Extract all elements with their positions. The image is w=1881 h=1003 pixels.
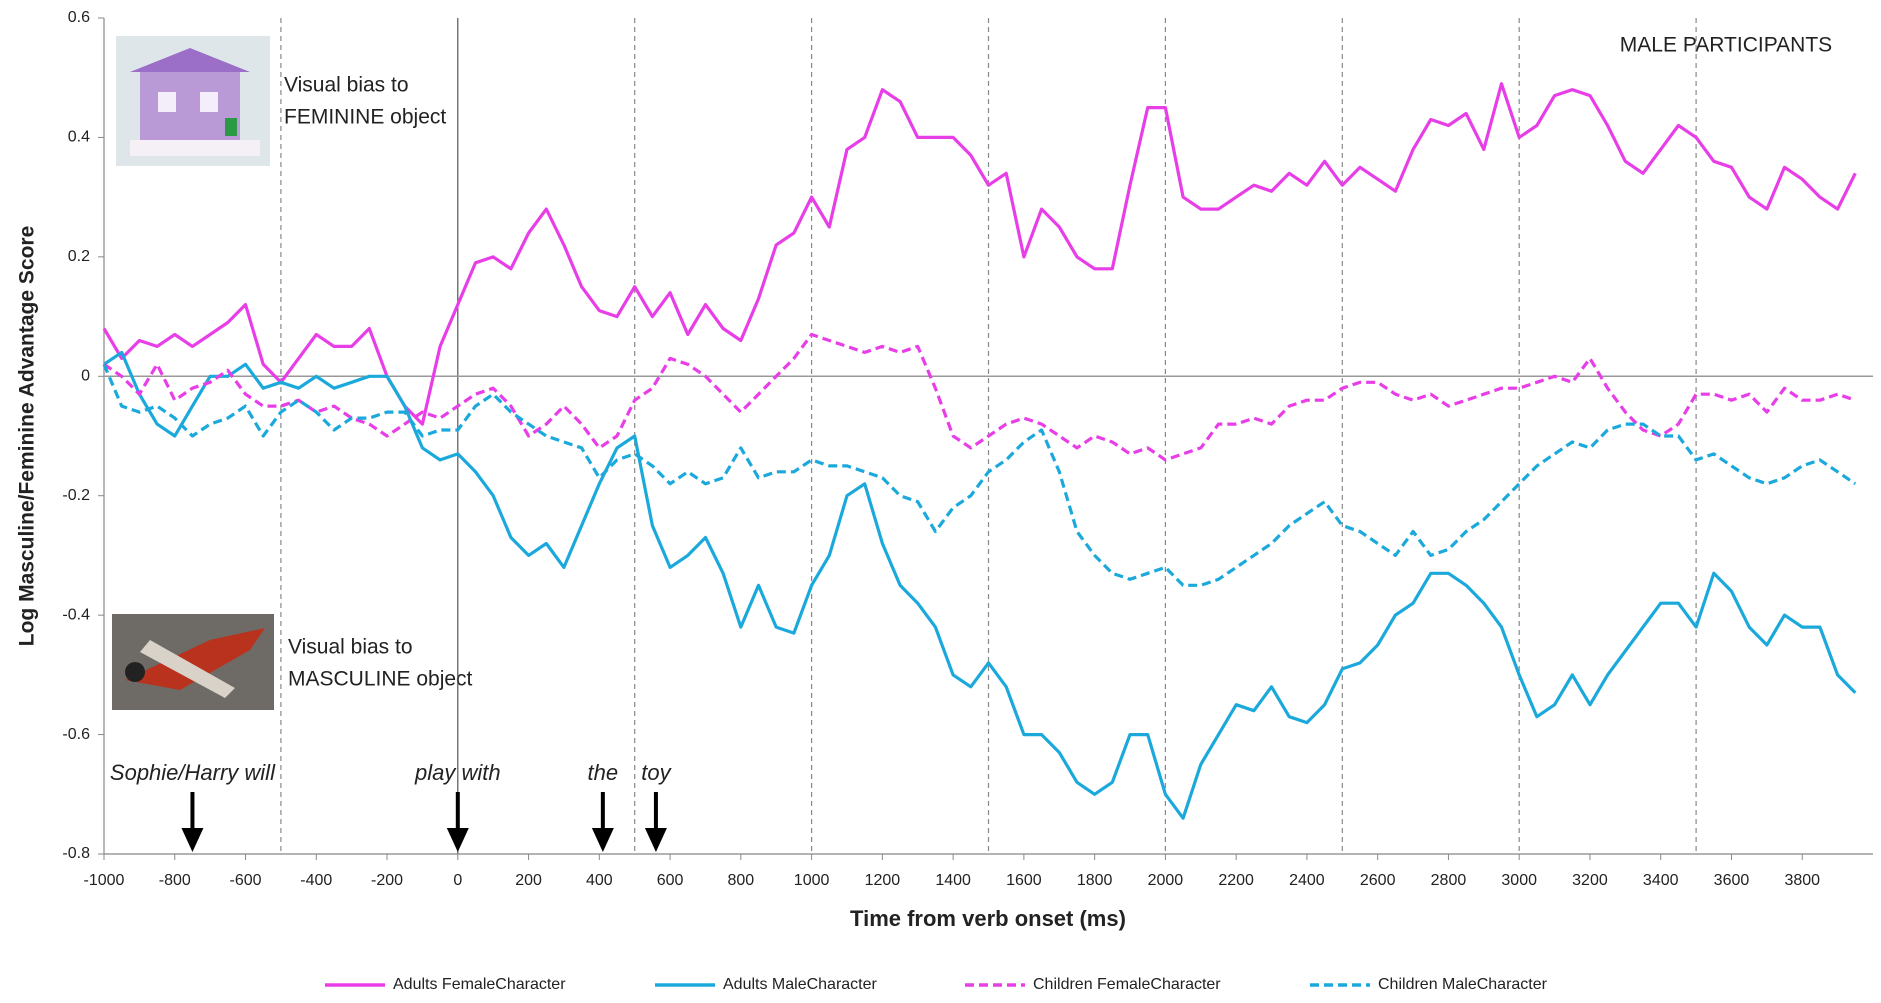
legend-label: Children MaleCharacter [1378, 976, 1548, 993]
word-arrowhead [181, 828, 204, 852]
masculine-note: Visual bias to [288, 636, 413, 659]
x-tick-label: 200 [515, 872, 542, 889]
x-tick-label: 400 [586, 872, 613, 889]
x-tick-label: 2000 [1148, 872, 1184, 889]
x-tick-label: 2200 [1218, 872, 1254, 889]
x-tick-label: 800 [727, 872, 754, 889]
y-tick-label: -0.4 [62, 606, 90, 623]
masculine-note: MASCULINE object [288, 668, 473, 691]
x-tick-label: 1400 [935, 872, 971, 889]
x-tick-label: 600 [657, 872, 684, 889]
x-tick-label: 3800 [1784, 872, 1820, 889]
x-tick-label: 3600 [1714, 872, 1750, 889]
feminine-note: FEMININE object [284, 106, 446, 129]
series-line [102, 82, 1857, 426]
x-tick-label: -1000 [84, 872, 125, 889]
x-tick-label: -400 [300, 872, 332, 889]
legend-label: Adults MaleCharacter [723, 976, 878, 993]
word-label: play with [414, 760, 501, 785]
x-tick-label: -600 [230, 872, 262, 889]
x-tick-label: 1600 [1006, 872, 1042, 889]
series-line [103, 332, 1856, 462]
y-axis-title: Log Masculine/Feminine Advantage Score [16, 226, 39, 646]
legend-label: Children FemaleCharacter [1033, 976, 1221, 993]
y-tick-label: 0.6 [68, 9, 90, 26]
word-label: Sophie/Harry will [110, 760, 276, 785]
x-tick-label: 1800 [1077, 872, 1113, 889]
x-tick-label: 1200 [865, 872, 901, 889]
x-axis-title: Time from verb onset (ms) [850, 906, 1126, 931]
feminine-toy-image [116, 36, 270, 166]
y-tick-label: -0.8 [62, 845, 90, 862]
word-arrowhead [591, 828, 614, 852]
word-label: the [588, 760, 619, 785]
x-tick-label: 2800 [1431, 872, 1467, 889]
x-tick-label: 0 [453, 872, 462, 889]
y-tick-label: 0.2 [68, 248, 90, 265]
word-label: toy [641, 760, 672, 785]
y-tick-label: -0.2 [62, 487, 90, 504]
x-tick-label: 2400 [1289, 872, 1325, 889]
y-tick-label: -0.6 [62, 726, 90, 743]
series-line [103, 350, 1857, 820]
legend-label: Adults FemaleCharacter [393, 976, 566, 993]
y-tick-label: 0 [81, 368, 90, 385]
word-arrowhead [446, 828, 469, 852]
word-arrowhead [644, 828, 667, 852]
x-tick-label: 3000 [1501, 872, 1537, 889]
feminine-note: Visual bias to [284, 74, 409, 97]
series-line [102, 363, 1857, 587]
x-tick-label: -200 [371, 872, 403, 889]
y-tick-label: 0.4 [68, 129, 90, 146]
x-tick-label: -800 [159, 872, 191, 889]
panel-label: MALE PARTICIPANTS [1620, 34, 1832, 57]
masculine-toy-image [112, 614, 274, 710]
x-tick-label: 1000 [794, 872, 830, 889]
x-tick-label: 3200 [1572, 872, 1608, 889]
x-tick-label: 2600 [1360, 872, 1396, 889]
x-tick-label: 3400 [1643, 872, 1679, 889]
